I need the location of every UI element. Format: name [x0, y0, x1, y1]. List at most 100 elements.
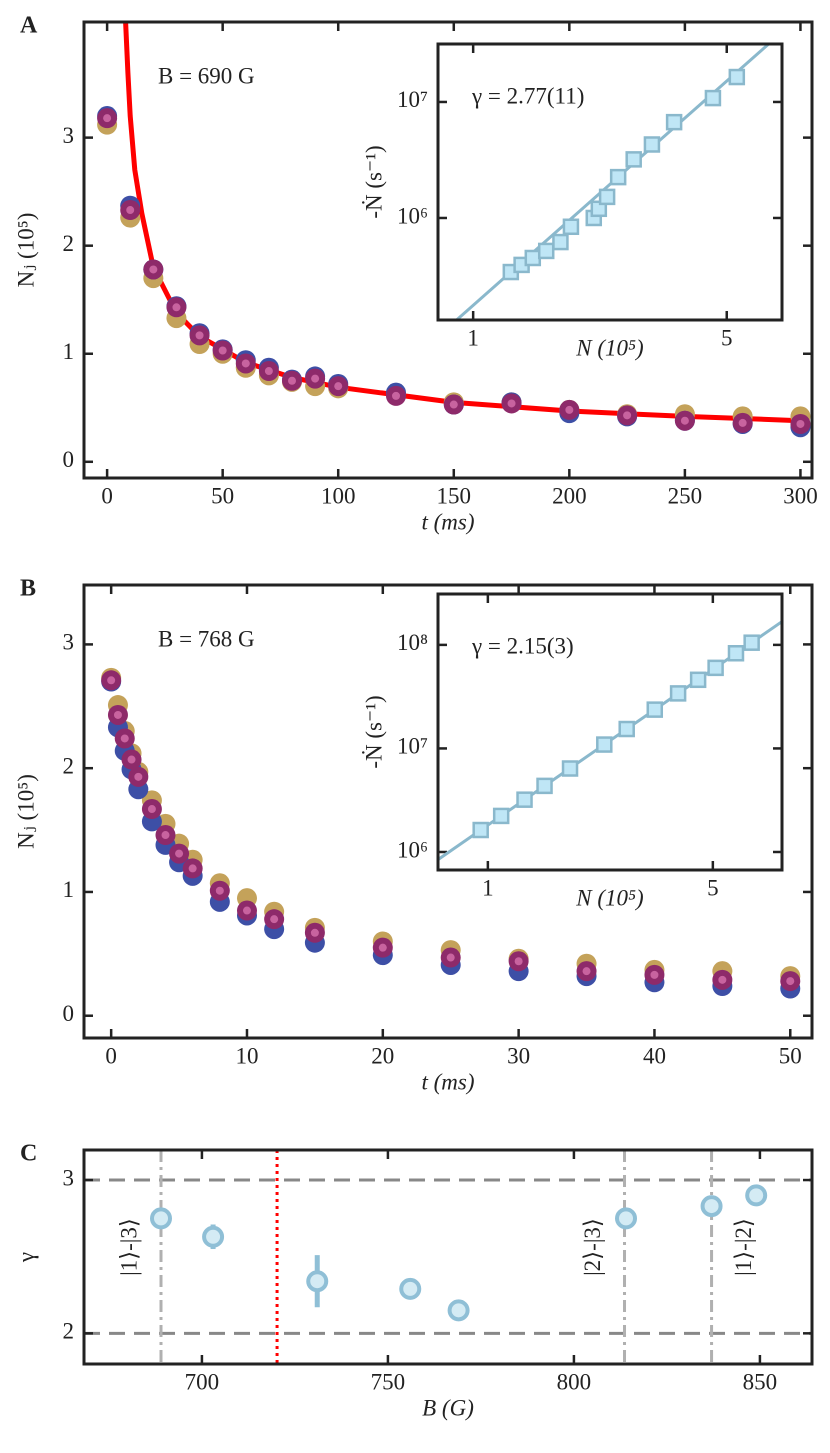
annotation: γ = 2.15(3): [471, 633, 574, 658]
x-tick-label: 800: [557, 1369, 592, 1394]
y-tick-label: 1: [63, 877, 75, 902]
marker-center: [507, 399, 516, 408]
marker-center: [650, 970, 659, 979]
marker: [492, 807, 510, 825]
marker: [472, 821, 489, 839]
panel-label: B: [20, 576, 36, 602]
y-tick-label: 3: [63, 123, 75, 148]
annotation: γ = 2.77(11): [471, 83, 584, 108]
x-tick-label: 20: [371, 1043, 394, 1068]
y-tick-label: 2: [63, 1319, 75, 1344]
plot-frame: [82, 1148, 814, 1366]
marker: [743, 634, 760, 651]
x-tick-label: 5: [721, 325, 733, 350]
marker: [665, 113, 683, 131]
marker: [516, 791, 533, 808]
y-tick-label: 2: [63, 753, 75, 778]
x-tick-label: 1: [467, 325, 479, 350]
marker: [618, 720, 635, 738]
marker: [598, 188, 616, 206]
x-tick-label: 0: [101, 483, 113, 508]
x-tick-label: 250: [668, 483, 703, 508]
marker: [689, 671, 707, 689]
marker: [150, 1207, 173, 1230]
marker-center: [188, 864, 197, 873]
x-tick-label: 200: [552, 483, 587, 508]
marker-center: [113, 710, 122, 719]
marker: [562, 218, 580, 236]
x-axis-label: N (10⁵): [575, 335, 643, 360]
marker-center: [147, 805, 156, 814]
x-tick-label: 850: [743, 1369, 778, 1394]
marker-center: [311, 374, 320, 383]
plot-frame: [436, 592, 784, 872]
marker-center: [195, 331, 204, 340]
y-tick-label: 0: [63, 447, 75, 472]
x-tick-label: 50: [779, 1043, 802, 1068]
marker: [625, 151, 642, 168]
marker-center: [242, 906, 251, 915]
x-tick-label: 1: [482, 875, 494, 900]
reference-label: |1⟩-|2⟩: [731, 1218, 756, 1276]
marker: [727, 645, 745, 662]
y-tick-label: 2: [63, 231, 75, 256]
marker: [704, 89, 722, 107]
y-axis-label: Nⱼ (10⁵): [13, 774, 38, 849]
panel-label: C: [20, 1141, 37, 1167]
marker: [728, 68, 746, 86]
x-tick-label: 100: [321, 483, 356, 508]
marker-center: [120, 734, 129, 743]
marker-center: [107, 676, 116, 685]
y-tick-label: 10⁶: [397, 837, 428, 862]
x-tick-label: 700: [185, 1369, 220, 1394]
plot-frame: [436, 42, 784, 322]
marker-center: [149, 265, 158, 274]
marker-center: [786, 977, 795, 986]
y-axis-label: -Ṅ (s⁻¹): [361, 145, 386, 218]
x-tick-label: 300: [783, 483, 818, 508]
marker-center: [738, 418, 747, 427]
panel-label: A: [20, 13, 38, 39]
x-tick-label: 0: [105, 1043, 117, 1068]
plot-area: [84, 1150, 812, 1364]
marker: [609, 168, 627, 186]
marker-center: [161, 831, 170, 840]
marker-center: [127, 755, 136, 764]
y-tick-label: 10⁸: [397, 630, 428, 655]
marker-center: [241, 359, 250, 368]
marker-center: [680, 416, 689, 425]
y-axis-label: γ: [13, 1252, 38, 1263]
x-tick-label: 40: [643, 1043, 666, 1068]
y-tick-label: 1: [63, 339, 75, 364]
marker: [590, 200, 608, 218]
x-tick-label: 30: [507, 1043, 530, 1068]
y-axis-label: -Ṅ (s⁻¹): [361, 695, 386, 768]
marker-center: [103, 114, 112, 123]
x-axis-label: B (G): [422, 1395, 474, 1420]
y-tick-label: 10⁷: [397, 734, 428, 759]
y-tick-label: 10⁷: [397, 87, 428, 112]
marker-center: [392, 391, 400, 400]
x-tick-label: 10: [235, 1043, 258, 1068]
marker-center: [310, 928, 319, 937]
marker-center: [215, 886, 224, 895]
reference-label: |2⟩-|3⟩: [580, 1218, 605, 1276]
marker-center: [623, 411, 632, 420]
marker-center: [514, 957, 523, 966]
y-tick-label: 3: [63, 1165, 75, 1190]
y-tick-label: 0: [63, 1001, 75, 1026]
marker: [707, 659, 724, 677]
marker-center: [134, 772, 143, 781]
marker-center: [378, 943, 387, 952]
marker-center: [264, 367, 273, 376]
marker-center: [172, 303, 181, 312]
marker: [537, 242, 555, 260]
marker-center: [718, 975, 727, 984]
marker-center: [334, 382, 343, 391]
y-tick-label: 3: [63, 630, 75, 655]
marker: [745, 1184, 768, 1207]
marker-center: [446, 953, 455, 962]
marker: [643, 136, 661, 153]
marker: [700, 1195, 723, 1218]
